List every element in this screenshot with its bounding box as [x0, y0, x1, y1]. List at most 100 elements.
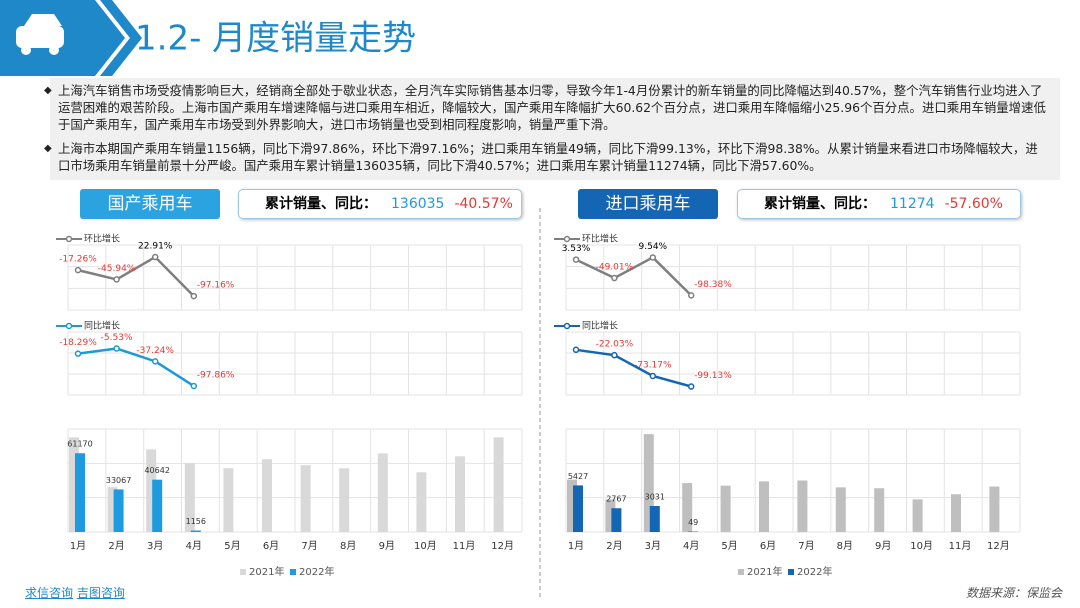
x-tick-label: 1月 — [568, 540, 584, 552]
bullet: 上海汽车销售市场受疫情影响巨大，经销商全部处于歇业状态，全月汽车实际销售基本归零… — [44, 82, 1048, 133]
data-label: 1156 — [186, 517, 206, 526]
point — [190, 292, 198, 300]
legend-label: 2021年 — [747, 565, 782, 578]
source: 数据来源：保监会 — [965, 586, 1062, 600]
legend-label: 同比增长 — [84, 320, 120, 332]
data-label: 49 — [688, 518, 698, 527]
summary-change: -40.57% — [454, 196, 513, 212]
data-label: -97.86% — [197, 371, 235, 381]
data-label: -49.01% — [596, 263, 634, 273]
x-tick-label: 2月 — [606, 540, 622, 552]
x-tick-label: 12月 — [987, 540, 1010, 552]
data-label: 40642 — [144, 466, 169, 475]
point — [151, 358, 159, 365]
line — [77, 255, 195, 297]
x-tick-label: 1月 — [70, 540, 86, 552]
data-label: 61170 — [67, 440, 92, 449]
bar — [69, 437, 79, 532]
bar — [146, 449, 157, 532]
point — [649, 254, 657, 261]
legend-label: 2022年 — [797, 565, 832, 578]
data-label: 3.53% — [562, 244, 591, 254]
data-label: 3031 — [645, 492, 665, 501]
link[interactable]: 求信咨询 — [25, 586, 74, 600]
x-tick-label: 9月 — [875, 540, 891, 552]
bar — [759, 481, 769, 532]
bar — [223, 468, 234, 532]
bar — [377, 453, 388, 532]
x-tick-label: 9月 — [379, 540, 395, 552]
bar — [989, 486, 1000, 532]
point — [649, 372, 657, 380]
x-tick-label: 7月 — [301, 540, 317, 552]
legend-label: 环比增长 — [582, 233, 618, 245]
line — [77, 347, 195, 388]
summary-total: 136035 — [391, 196, 445, 212]
summary-change: -57.60% — [944, 196, 1003, 212]
point — [74, 266, 82, 274]
data-label: -45.94% — [98, 264, 136, 274]
data-label: -5.53% — [101, 333, 133, 343]
bar — [605, 499, 616, 532]
data-label: -97.16% — [197, 281, 235, 291]
point — [113, 276, 120, 283]
data-label: 5427 — [568, 472, 588, 481]
legend-label: 2021年 — [249, 565, 284, 578]
legend-label: 同比增长 — [582, 320, 618, 332]
link[interactable]: 吉图咨询 — [76, 586, 125, 600]
summary-total: 11274 — [890, 196, 935, 212]
bar — [113, 489, 124, 532]
bar — [611, 508, 622, 532]
point — [611, 274, 618, 282]
car-icon — [16, 14, 64, 55]
bar — [643, 434, 654, 532]
bar — [262, 459, 272, 532]
bar — [339, 468, 350, 532]
data-label: 22.91% — [138, 242, 173, 252]
panel-tag: 国产乘用车 — [80, 189, 220, 219]
x-tick-label: 6月 — [760, 540, 776, 552]
x-tick-label: 2月 — [108, 540, 124, 552]
x-tick-label: 11月 — [949, 540, 972, 552]
line — [575, 348, 692, 388]
legend-label: 2022年 — [299, 565, 334, 578]
point — [572, 346, 580, 354]
summary-label: 累计销量、同比： — [265, 196, 377, 212]
x-tick-label: 8月 — [340, 540, 356, 552]
panel-tag: 进口乘用车 — [578, 189, 718, 219]
bar — [107, 487, 118, 532]
point — [687, 383, 695, 390]
x-tick-label: 3月 — [147, 540, 163, 552]
x-tick-label: 4月 — [683, 540, 699, 552]
legend-label: 环比增长 — [84, 233, 120, 245]
bar — [649, 505, 660, 532]
legend-marker — [65, 322, 73, 330]
bar — [573, 485, 583, 532]
bar — [455, 456, 465, 532]
data-label: 33067 — [106, 476, 131, 485]
legend-marker — [65, 235, 73, 243]
bar — [682, 483, 693, 532]
legend-swatch — [240, 569, 246, 575]
point — [687, 292, 695, 299]
legend-marker — [563, 235, 571, 243]
legend-swatch — [738, 569, 744, 575]
x-tick-label: 5月 — [224, 540, 240, 552]
summary-label: 累计销量、同比： — [764, 196, 876, 212]
data-label: -73.17% — [634, 360, 672, 370]
data-label: -98.38% — [694, 280, 732, 290]
x-tick-label: 10月 — [910, 540, 933, 552]
data-label: -18.29% — [59, 338, 97, 348]
data-label: -37.24% — [136, 346, 174, 356]
legend-swatch — [290, 569, 296, 575]
legend-marker — [563, 322, 571, 330]
bar — [912, 499, 923, 532]
data-label: 9.54% — [639, 242, 668, 252]
bar — [493, 437, 504, 532]
point — [113, 345, 120, 352]
data-label: -99.13% — [694, 371, 732, 381]
bullet: 上海市本期国产乘用车销量1156辆，同比下滑97.86%，环比下滑97.16%；… — [44, 140, 1048, 174]
point — [611, 351, 618, 359]
summary-box: 累计销量、同比： 11274 -57.60% — [737, 189, 1021, 219]
